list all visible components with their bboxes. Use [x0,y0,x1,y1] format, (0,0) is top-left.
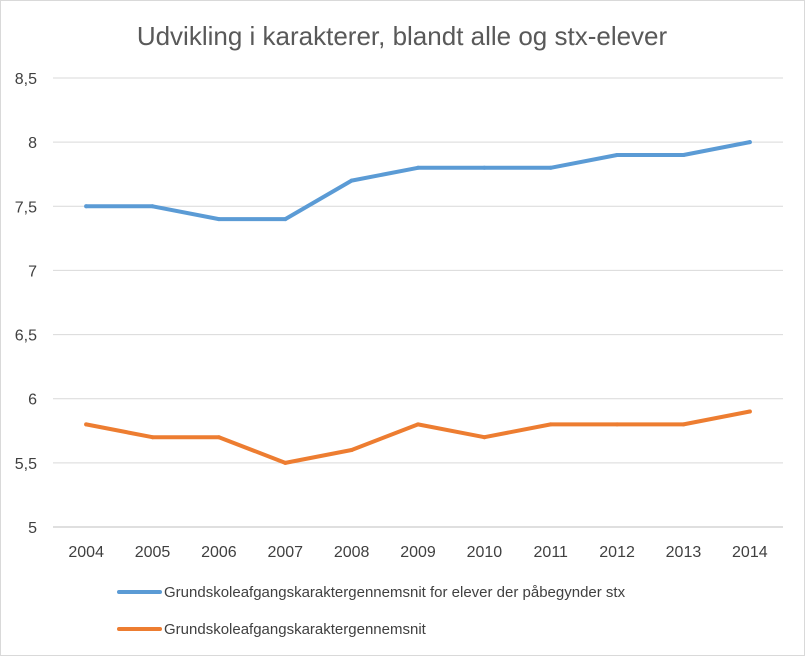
series-line-1 [84,140,752,222]
legend-label: Grundskoleafgangskaraktergennemsnit [164,621,427,638]
data-point [681,422,686,427]
data-point [548,165,553,170]
data-point [349,448,354,453]
y-tick-label: 5,5 [15,456,37,473]
data-point [84,422,89,427]
x-tick-label: 2009 [400,544,436,561]
data-point [283,217,288,222]
x-tick-label: 2014 [732,544,768,561]
data-point [283,460,288,465]
data-point [615,422,620,427]
legend: Grundskoleafgangskaraktergennemsnit for … [117,584,626,638]
x-tick-label: 2006 [201,544,237,561]
x-tick-label: 2010 [467,544,503,561]
data-point [482,435,487,440]
chart-title: Udvikling i karakterer, blandt alle og s… [137,21,668,51]
gridlines [53,77,783,528]
x-tick-label: 2013 [666,544,702,561]
y-tick-label: 6,5 [15,328,37,345]
y-tick-label: 8,5 [15,71,37,88]
y-axis-tick-labels: 5 5,5 6 6,5 7 7,5 8 8,5 [15,71,37,537]
y-tick-label: 8 [28,135,37,152]
series-lines [84,140,752,465]
x-tick-label: 2011 [534,544,569,561]
x-tick-label: 2005 [135,544,171,561]
data-point [416,422,420,427]
data-point [482,165,487,170]
y-tick-label: 6 [28,392,37,409]
x-tick-label: 2008 [334,544,370,561]
y-tick-label: 7 [28,263,37,280]
data-point [615,152,620,157]
data-point [84,204,89,209]
data-point [681,152,686,157]
series-line-2 [84,409,752,465]
data-point [150,435,155,440]
data-point [216,435,221,440]
y-tick-label: 7,5 [15,199,37,216]
x-tick-label: 2004 [68,544,104,561]
y-tick-label: 5 [28,520,37,537]
data-point [150,204,155,209]
data-point [548,422,553,427]
data-point [747,140,752,145]
x-axis-tick-labels: 2004 2005 2006 2007 2008 2009 2010 2011 2012 2013… [68,544,767,561]
data-point [216,217,221,222]
x-tick-label: 2012 [599,544,635,561]
data-point [349,178,354,183]
data-point [747,409,752,414]
legend-label: Grundskoleafgangskaraktergennemsnit for … [164,584,626,601]
data-point [416,165,420,170]
x-tick-label: 2007 [267,544,303,561]
